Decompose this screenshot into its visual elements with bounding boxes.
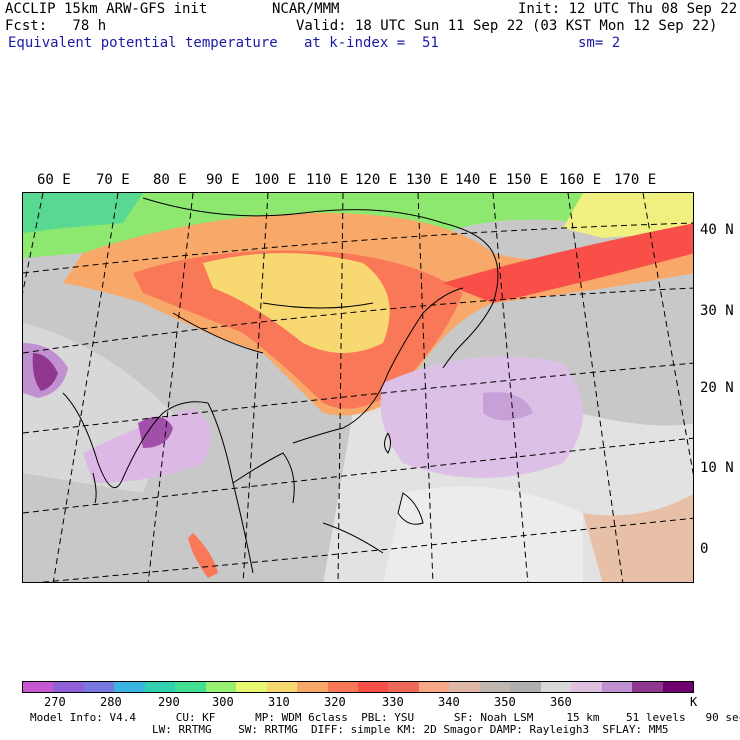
colorbar-label: K bbox=[690, 695, 698, 709]
colorbar-swatch bbox=[632, 682, 663, 692]
lon-label: 70 E bbox=[96, 172, 130, 188]
field-purple-core bbox=[483, 392, 533, 421]
lat-label: 40 N bbox=[700, 222, 734, 238]
lat-label: 0 bbox=[700, 541, 709, 557]
field-name: Equivalent potential temperature bbox=[8, 35, 278, 51]
colorbar-label: 360 bbox=[550, 695, 572, 709]
map-panel bbox=[22, 192, 694, 583]
lat-label: 10 N bbox=[700, 460, 734, 476]
valid-time: Valid: 18 UTC Sun 11 Sep 22 (03 KST Mon … bbox=[296, 18, 718, 34]
lon-label: 120 E bbox=[355, 172, 398, 188]
level-index: at k-index = 51 bbox=[304, 35, 439, 51]
model-title: ACCLIP 15km ARW-GFS init bbox=[5, 1, 208, 17]
lon-label: 90 E bbox=[206, 172, 240, 188]
field-purple-core bbox=[32, 353, 58, 391]
colorbar-swatch bbox=[114, 682, 145, 692]
forecast-hour: Fcst: 78 h bbox=[5, 18, 107, 34]
colorbar-swatch bbox=[418, 682, 450, 692]
colorbar-swatch bbox=[53, 682, 84, 692]
graticule bbox=[23, 193, 693, 582]
colorbar-swatch bbox=[662, 682, 693, 692]
colorbar-swatch bbox=[144, 682, 176, 692]
field-salmon-region bbox=[583, 494, 693, 582]
colorbar-swatch bbox=[297, 682, 328, 692]
colorbar-swatch bbox=[540, 682, 572, 692]
field-purple-core bbox=[138, 416, 173, 448]
theta-e-map bbox=[23, 193, 693, 582]
colorbar-swatch bbox=[449, 682, 480, 692]
colorbar-label: 350 bbox=[494, 695, 516, 709]
lon-label: 130 E bbox=[406, 172, 449, 188]
colorbar-label: 340 bbox=[438, 695, 460, 709]
colorbar-swatch bbox=[327, 682, 358, 692]
lon-label: 170 E bbox=[614, 172, 657, 188]
colorbar-swatch bbox=[205, 682, 237, 692]
colorbar-label: 280 bbox=[100, 695, 122, 709]
lat-label: 30 N bbox=[700, 303, 734, 319]
field-purple-patch bbox=[380, 356, 583, 478]
field-light-region bbox=[383, 486, 583, 582]
colorbar-swatch bbox=[357, 682, 389, 692]
colorbar-swatch bbox=[236, 682, 267, 692]
field-red-jet bbox=[443, 223, 693, 303]
lon-label: 140 E bbox=[455, 172, 498, 188]
colorbar-swatch bbox=[571, 682, 602, 692]
colorbar-label: 320 bbox=[324, 695, 346, 709]
init-time: Init: 12 UTC Thu 08 Sep 22 bbox=[518, 1, 738, 17]
lon-label: 160 E bbox=[559, 172, 602, 188]
colorbar-swatch bbox=[175, 682, 206, 692]
field-green-band bbox=[23, 193, 693, 258]
colorbar-label: 270 bbox=[44, 695, 66, 709]
colorbar-swatch bbox=[23, 682, 54, 692]
lon-label: 150 E bbox=[506, 172, 549, 188]
colorbar-swatch bbox=[510, 682, 541, 692]
colorbar-swatch bbox=[266, 682, 298, 692]
lon-label: 80 E bbox=[153, 172, 187, 188]
colorbar-swatch bbox=[479, 682, 511, 692]
colorbar-label: 290 bbox=[158, 695, 180, 709]
field-red-patch bbox=[188, 533, 218, 578]
field-yellow-region bbox=[203, 253, 390, 353]
physics-info: LW: RRTMG SW: RRTMG DIFF: simple KM: 2D … bbox=[152, 723, 669, 736]
colorbar bbox=[22, 681, 694, 693]
lon-label: 60 E bbox=[37, 172, 71, 188]
coastlines bbox=[62, 197, 499, 574]
lon-label: 110 E bbox=[306, 172, 349, 188]
model-info: Model Info: V4.4 CU: KF MP: WDM 6class P… bbox=[30, 711, 740, 724]
smoothing: sm= 2 bbox=[578, 35, 621, 51]
colorbar-swatch bbox=[601, 682, 633, 692]
lat-label: 20 N bbox=[700, 380, 734, 396]
lon-label: 100 E bbox=[254, 172, 297, 188]
colorbar-label: 330 bbox=[382, 695, 404, 709]
colorbar-swatch bbox=[388, 682, 419, 692]
center-label: NCAR/MMM bbox=[272, 1, 340, 17]
colorbar-label: 300 bbox=[212, 695, 234, 709]
colorbar-label: 310 bbox=[268, 695, 290, 709]
colorbar-swatch bbox=[83, 682, 115, 692]
